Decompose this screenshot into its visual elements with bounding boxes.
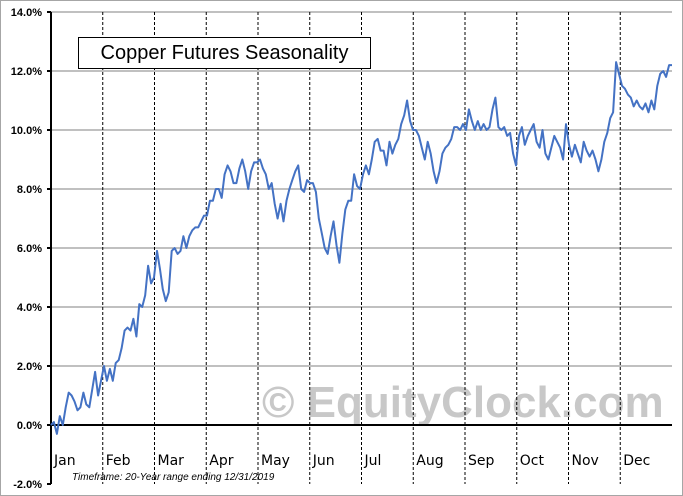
x-tick-label: Jan	[53, 453, 76, 469]
y-tick-label: 4.0%	[17, 302, 42, 314]
y-tick-label: 12.0%	[11, 66, 42, 78]
seasonality-line	[50, 61, 672, 435]
x-tick-label: Sep	[468, 453, 495, 469]
x-tick-label: May	[261, 453, 290, 469]
x-tick-label: Feb	[106, 453, 131, 469]
timeframe-annotation: Timeframe: 20-Year range ending 12/31/20…	[72, 472, 275, 483]
x-tick-label: Oct	[520, 453, 545, 469]
x-tick-label: Jul	[364, 453, 382, 469]
x-tick-label: Nov	[572, 453, 599, 469]
y-tick-label: 0.0%	[17, 420, 42, 432]
y-tick-label: 14.0%	[11, 7, 42, 19]
watermark: © EquityClock.com	[262, 378, 664, 427]
y-tick-label: 8.0%	[17, 184, 42, 196]
y-tick-label: 6.0%	[17, 243, 42, 255]
x-tick-label: Dec	[623, 453, 650, 469]
x-tick-label: Mar	[158, 453, 185, 469]
chart-title: Copper Futures Seasonality	[78, 37, 371, 69]
x-tick-label: Apr	[209, 453, 233, 469]
x-tick-label: Jun	[312, 453, 335, 469]
y-tick-label: -2.0%	[13, 479, 42, 491]
x-tick-label: Aug	[416, 453, 443, 469]
y-tick-label: 2.0%	[17, 361, 42, 373]
y-tick-label: 10.0%	[11, 125, 42, 137]
